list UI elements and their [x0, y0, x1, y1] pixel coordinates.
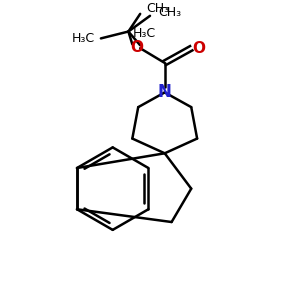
Text: N: N [158, 83, 172, 101]
Text: O: O [130, 40, 143, 55]
Text: O: O [193, 41, 206, 56]
Text: CH₃: CH₃ [146, 2, 170, 15]
Text: H₃C: H₃C [133, 27, 156, 40]
Text: H₃C: H₃C [72, 32, 95, 45]
Text: CH₃: CH₃ [158, 6, 181, 20]
